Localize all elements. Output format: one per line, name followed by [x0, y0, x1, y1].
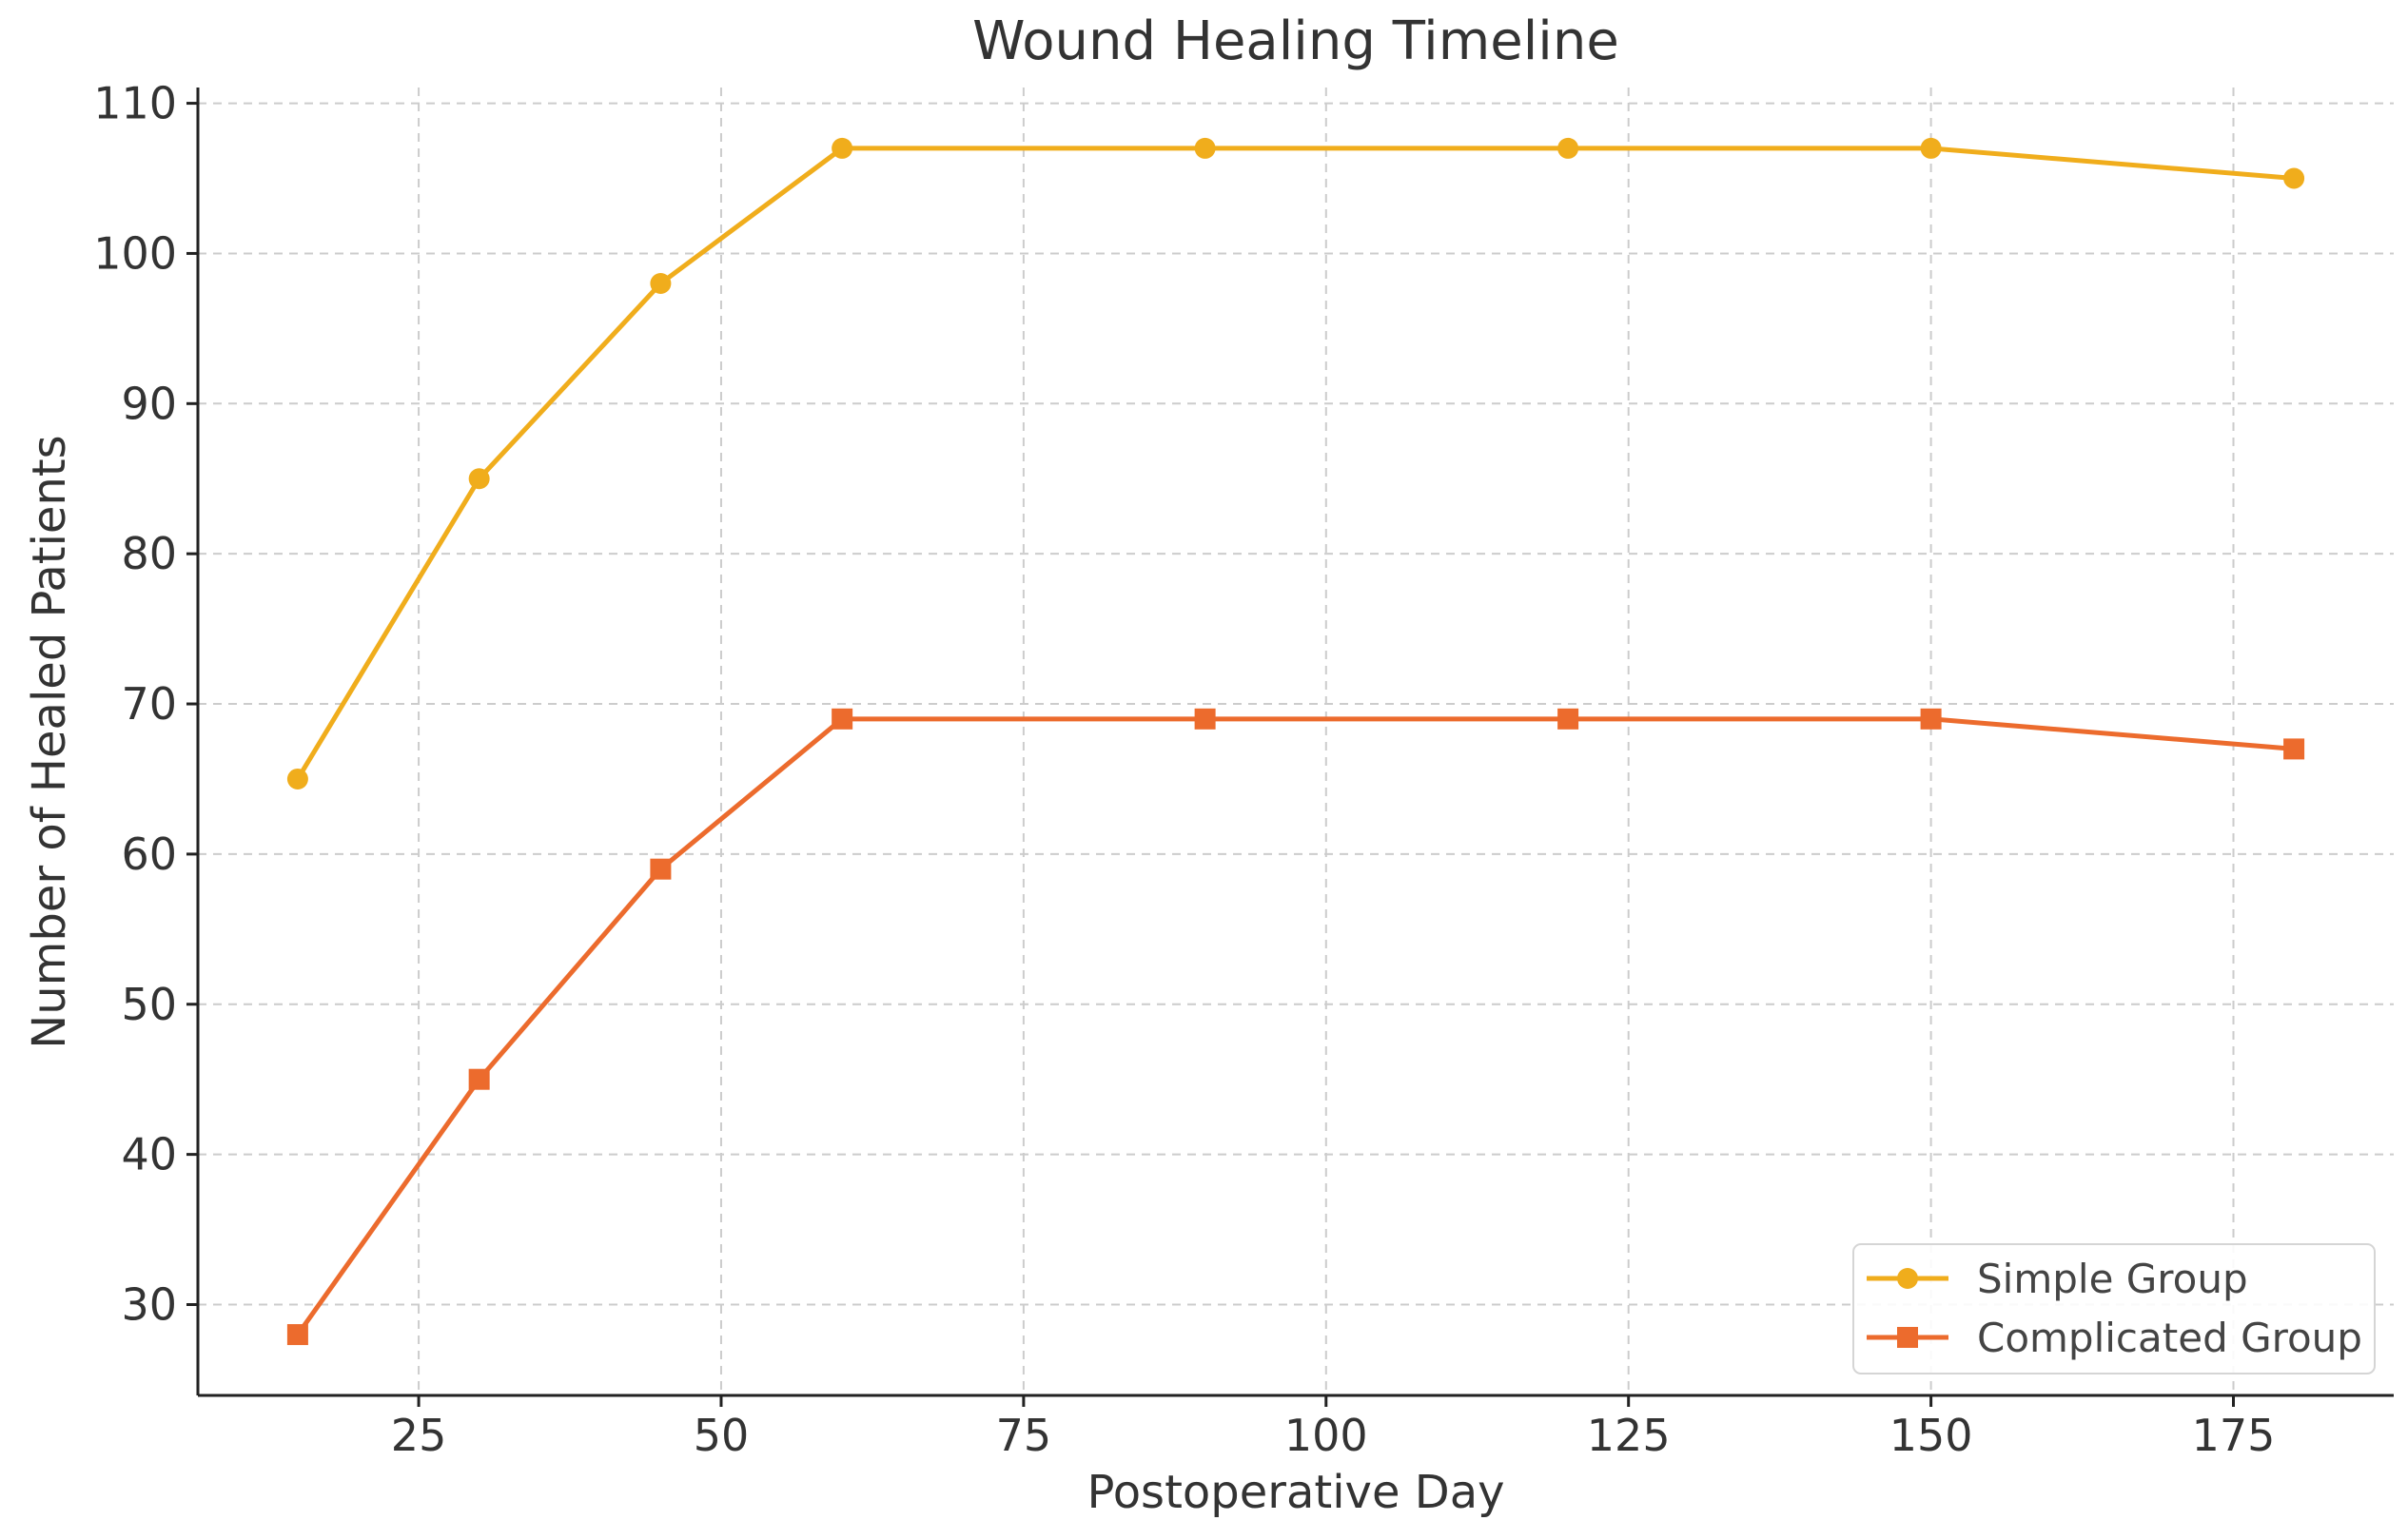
data-point-complicated — [468, 1068, 490, 1090]
legend-box — [1852, 1243, 2376, 1374]
y-tick-label: 80 — [121, 528, 177, 579]
data-point-simple — [468, 468, 490, 490]
y-tick-label: 50 — [121, 979, 177, 1030]
data-point-complicated — [2283, 738, 2305, 760]
legend-marker-simple — [1897, 1268, 1918, 1289]
data-point-simple — [832, 137, 853, 159]
x-tick-label: 150 — [1889, 1410, 1973, 1461]
series-layer — [286, 137, 2305, 1346]
axes-layer — [196, 88, 2394, 1397]
legend-label-complicated: Complicated Group — [1977, 1315, 2362, 1361]
series-complicated — [286, 708, 2305, 1346]
grid-layer — [198, 88, 2394, 1395]
series-line-simple — [295, 146, 2295, 781]
x-tick-label: 175 — [2192, 1410, 2276, 1461]
data-point-complicated — [1920, 708, 1942, 730]
x-tick-label: 100 — [1284, 1410, 1368, 1461]
y-tick-label: 70 — [121, 678, 177, 730]
y-tick-label: 110 — [93, 78, 177, 129]
x-tick-label: 125 — [1587, 1410, 1671, 1461]
x-tick-label: 25 — [391, 1410, 447, 1461]
y-tick-label: 100 — [93, 227, 177, 279]
data-point-complicated — [286, 1324, 308, 1346]
x-tick-label: 75 — [996, 1410, 1052, 1461]
data-point-simple — [1920, 137, 1942, 159]
legend-item-complicated: Complicated Group — [1867, 1315, 2362, 1361]
data-point-complicated — [1194, 708, 1216, 730]
data-point-simple — [650, 273, 672, 295]
y-axis-label: Number of Healed Patients — [23, 435, 76, 1048]
legend: Simple Group Complicated Group — [1852, 1243, 2376, 1374]
data-point-complicated — [650, 858, 672, 880]
y-tick-label: 90 — [121, 378, 177, 429]
legend-label-simple: Simple Group — [1977, 1256, 2248, 1302]
data-point-simple — [2283, 167, 2305, 189]
data-point-simple — [1194, 137, 1216, 159]
y-tick-label: 40 — [121, 1129, 177, 1180]
legend-item-simple: Simple Group — [1867, 1256, 2248, 1302]
chart-title: Wound Healing Timeline — [972, 10, 1619, 72]
data-point-simple — [286, 768, 308, 789]
x-tick-label: 50 — [694, 1410, 750, 1461]
data-point-complicated — [832, 708, 853, 730]
ticks-layer: 25 50 75 100 125 150 175 30 40 50 60 70 80 90 100 110 — [93, 78, 2275, 1461]
legend-marker-complicated — [1897, 1327, 1918, 1348]
series-line-complicated — [295, 716, 2295, 1336]
data-point-simple — [1557, 137, 1579, 159]
series-simple — [286, 137, 2305, 789]
data-point-complicated — [1557, 708, 1579, 730]
x-axis-label: Postoperative Day — [1087, 1466, 1504, 1519]
y-tick-label: 30 — [121, 1278, 177, 1330]
y-tick-label: 60 — [121, 828, 177, 880]
